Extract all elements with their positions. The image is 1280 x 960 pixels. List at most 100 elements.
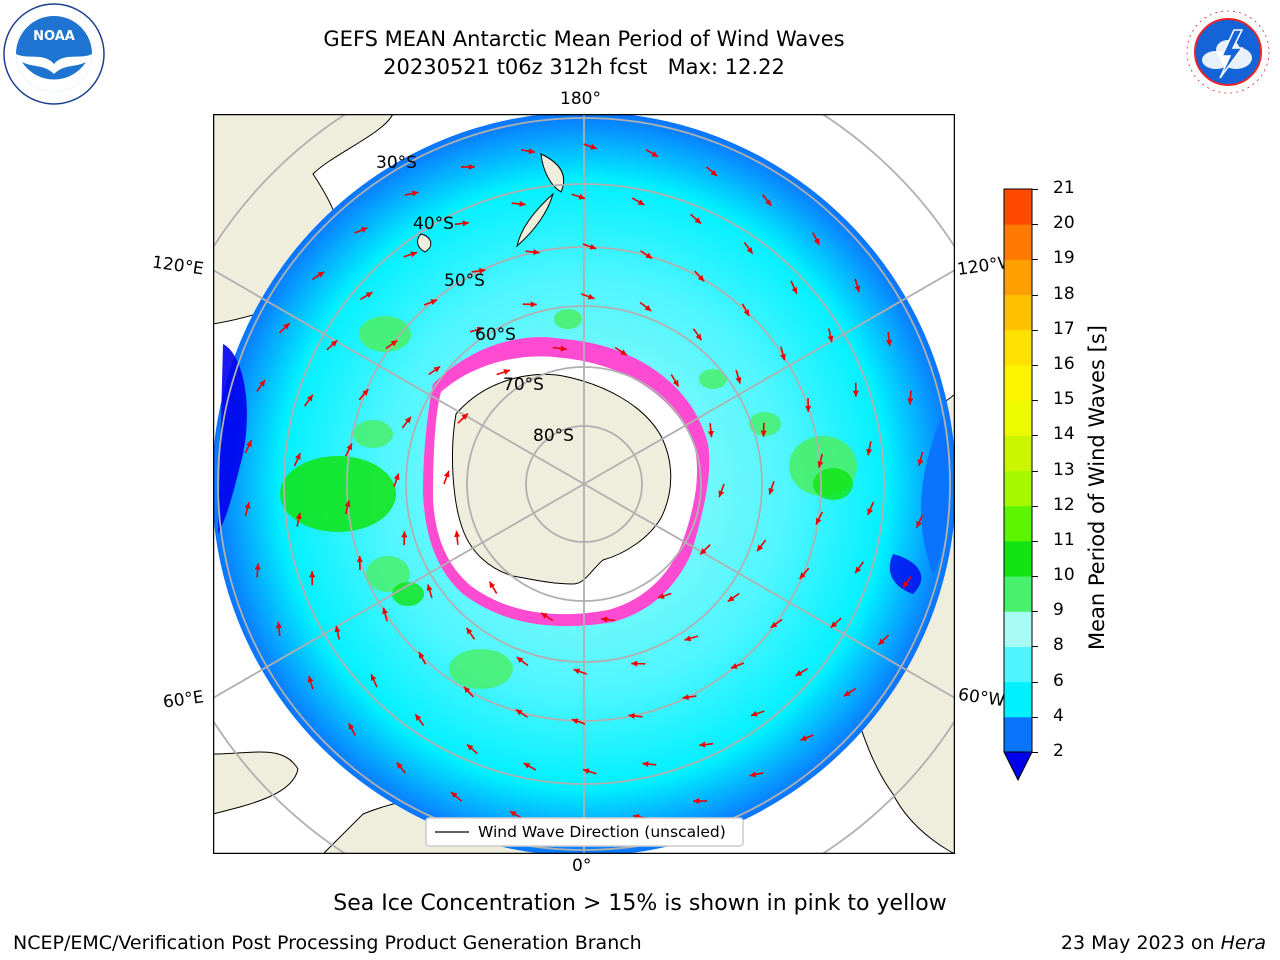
colorbar-tick-label: 9 [1053,600,1064,621]
colorbar-tick [1032,435,1038,437]
colorbar-tick-label: 15 [1053,389,1075,410]
colorbar-band [1004,646,1032,683]
wind-arrow-head [750,710,758,717]
colorbar-tick [1032,224,1038,226]
wind-arrow-head [365,292,373,298]
wind-arrow-head [283,323,290,330]
new-zealand-south [516,192,554,248]
colorbar-label: Mean Period of Wind Waves [s] [1085,325,1109,650]
lat-label-50s: 50°S [444,271,485,291]
colorbar-tick [1032,189,1038,190]
colorbar-tick-label: 18 [1053,283,1075,304]
colorbar-tick-label: 8 [1053,635,1064,656]
wind-arrow-head [346,443,352,451]
colorbar-tick-label: 6 [1053,670,1064,691]
wind-arrow-head [765,199,772,206]
wind-arrow-head [855,566,862,574]
wind-arrow-head [533,249,540,256]
colorbar-band [1004,259,1032,296]
wind-arrow-head [795,670,803,676]
wind-arrow-head [356,556,363,563]
wind-arrow-head [710,169,717,177]
colorbar-tick-label: 11 [1053,529,1075,550]
wind-arrow-head [443,470,450,478]
wind-arrow-head [799,572,806,579]
colorbar-band [1004,505,1032,542]
colorbar-tick [1032,681,1038,683]
wind-arrow-head [770,621,778,628]
colorbar-tick [1032,540,1038,542]
noaa-logo: NOAA [3,3,105,105]
wind-arrow-head [462,220,469,227]
colorbar-tick [1032,752,1038,753]
wind-arrow-head [843,690,851,697]
footer-left: NCEP/EMC/Verification Post Processing Pr… [13,932,642,954]
wind-arrow-head [426,584,433,592]
wind-arrow-head [571,718,579,725]
wind-arrow-head [317,271,325,278]
wind-arrow-head [295,512,302,520]
polar-map: 30°S 40°S 50°S 60°S 70°S 80°S Wind Wave … [213,114,955,854]
colorbar-tick-label: 16 [1053,353,1075,374]
colorbar-band [1004,364,1032,401]
colorbar-band [1004,189,1032,225]
wind-arrow-head [697,274,705,282]
colorbar-tick [1032,400,1038,402]
colorbar-tick-label: 17 [1053,318,1075,339]
colorbar-extend-arrow [1003,751,1033,782]
wind-arrow-head [886,339,893,346]
wind-arrow-head [396,762,403,769]
lon-label-0: 0° [572,856,592,876]
wind-arrow-head [645,252,653,259]
wind-arrow-head [813,238,820,245]
map-subtitle: 20230521 t06z 312h fcst Max: 12.22 [383,55,785,79]
colorbar-tick-label: 4 [1053,705,1064,726]
colorbar-tick-label: 20 [1053,213,1075,234]
wind-arrow-head [658,593,665,599]
lon-label-180: 180° [560,89,601,109]
wind-arrow-head [730,663,738,669]
lat-label-80s: 80°S [533,426,574,446]
wind-arrow-head [757,544,764,552]
wind-arrow-head [479,267,486,274]
wind-arrow-head [330,340,338,347]
wind-arrow-head [401,531,408,538]
wind-arrow-head [866,448,873,456]
wind-arrow-head [348,723,355,730]
colorbar-tick [1032,329,1038,331]
wind-arrow-head [682,694,689,701]
colorbar [1003,188,1033,782]
lon-label-60w: 60°W [956,684,1007,712]
colorbar-band [1004,435,1032,471]
wind-arrow-head [466,627,473,635]
colorbar-band [1004,611,1032,647]
wind-arrow-head [454,530,461,538]
wind-arrow-head [805,405,812,412]
wind-arrow-head [700,548,707,555]
sea-ice-caption: Sea Ice Concentration > 15% is shown in … [333,891,947,916]
wind-arrow-head [749,771,757,778]
wind-arrow-head [307,675,314,683]
colorbar-band [1004,540,1032,577]
wind-arrow-head [541,612,548,619]
wind-arrow-head [476,326,484,333]
wind-arrow-head [530,301,537,308]
wind-arrow-head [463,686,471,694]
wind-arrow-head [587,293,595,300]
wind-arrow-head [727,595,735,602]
wind-arrow-head [415,714,422,721]
wind-arrow-head [461,413,468,420]
wind-arrow-head [743,309,750,316]
wind-arrow-head [430,299,438,305]
wind-arrow-head [306,394,313,402]
green-patch [280,456,396,532]
wind-arrow-head [693,798,700,805]
wind-arrow-head [637,199,645,205]
colorbar-band [1004,294,1032,331]
wind-arrow-head [907,398,914,405]
wind-arrow-head [768,487,775,495]
wind-arrow-head [651,151,659,157]
colorbar-tick [1032,505,1038,507]
wind-arrow-head [746,247,753,254]
wind-arrow-head [360,227,368,233]
